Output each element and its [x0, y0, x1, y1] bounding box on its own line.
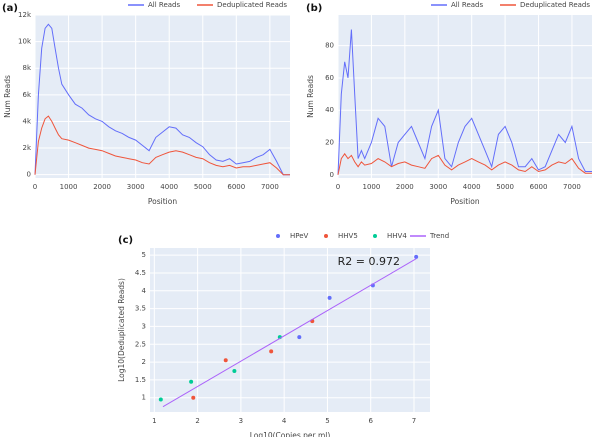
x-tick-label: 4000 [160, 183, 178, 191]
y-axis-title: Num Reads [306, 75, 315, 118]
legend-label: All Reads [148, 1, 180, 9]
x-axis-title: Log10(Copies per ml) [250, 431, 331, 437]
scatter-point [191, 395, 196, 400]
y-tick-label: 80 [325, 42, 334, 50]
x-tick-label: 7 [412, 417, 416, 425]
x-tick-label: 1000 [60, 183, 78, 191]
x-tick-label: 6000 [227, 183, 245, 191]
x-tick-label: 2 [195, 417, 199, 425]
x-tick-label: 4000 [463, 183, 481, 191]
series-line [162, 258, 417, 408]
series-line [337, 29, 592, 175]
y-tick-label: 20 [325, 138, 334, 146]
series-line [34, 115, 290, 176]
x-axis-title: Position [148, 197, 177, 206]
x-tick-label: 7000 [261, 183, 279, 191]
x-tick-label: 3000 [429, 183, 447, 191]
plot-area [35, 15, 290, 178]
legend-label: Deduplicated Reads [520, 1, 590, 9]
legend-swatch [324, 234, 328, 238]
x-tick-label: 0 [33, 183, 37, 191]
y-tick-label: 4k [22, 117, 31, 125]
legend-label: HPeV [290, 232, 309, 240]
y-tick-label: 4.5 [135, 269, 146, 277]
x-tick-label: 6000 [530, 183, 548, 191]
y-axis-title: Log10(Deduplicated Reads) [117, 278, 126, 382]
legend-label: Deduplicated Reads [217, 1, 287, 9]
x-tick-label: 3000 [127, 183, 145, 191]
scatter-point [223, 358, 228, 363]
series-line [34, 23, 290, 176]
legend-label: Trend [429, 232, 449, 240]
x-tick-label: 5000 [194, 183, 212, 191]
x-tick-label: 5000 [496, 183, 514, 191]
y-tick-label: 3 [142, 322, 146, 330]
x-axis-title: Position [450, 197, 479, 206]
y-tick-label: 60 [325, 74, 334, 82]
legend-swatch [276, 234, 280, 238]
y-tick-label: 1 [142, 394, 146, 402]
y-tick-label: 3.5 [135, 305, 146, 313]
panel-label: (a) [2, 3, 18, 14]
y-tick-label: 40 [325, 106, 334, 114]
scatter-point [189, 379, 194, 384]
x-tick-label: 3 [239, 417, 243, 425]
plot-area [338, 15, 592, 178]
y-tick-label: 4 [142, 287, 147, 295]
legend-label: All Reads [451, 1, 483, 9]
y-tick-label: 8k [22, 64, 31, 72]
y-tick-label: 2 [142, 358, 146, 366]
panel-label: (b) [306, 3, 322, 14]
y-tick-label: 10k [18, 38, 32, 46]
x-tick-label: 0 [336, 183, 340, 191]
y-axis-title: Num Reads [3, 75, 12, 118]
x-tick-label: 2000 [396, 183, 414, 191]
y-tick-label: 2k [22, 144, 31, 152]
legend-label: HHV4 [387, 232, 407, 240]
x-tick-label: 7000 [563, 183, 581, 191]
y-tick-label: 5 [142, 251, 146, 259]
y-tick-label: 0 [27, 171, 31, 179]
x-tick-label: 1 [152, 417, 156, 425]
panel-label: (c) [118, 235, 133, 246]
x-tick-label: 5 [325, 417, 329, 425]
scatter-point [414, 254, 419, 259]
scatter-point [232, 369, 237, 373]
series-line [337, 152, 592, 175]
x-tick-label: 2000 [93, 183, 111, 191]
y-tick-label: 1.5 [135, 376, 146, 384]
x-tick-label: 6 [368, 417, 373, 425]
legend-swatch [373, 234, 377, 238]
scatter-point [327, 295, 332, 300]
x-tick-label: 1000 [363, 183, 381, 191]
scatter-point [158, 397, 163, 402]
legend-label: HHV5 [338, 232, 358, 240]
scatter-point [297, 335, 302, 340]
annotation: R2 = 0.972 [338, 255, 400, 268]
plot-area [150, 248, 430, 412]
scatter-point [269, 349, 274, 354]
y-tick-label: 6k [22, 91, 31, 99]
y-tick-label: 0 [330, 171, 334, 179]
x-tick-label: 4 [282, 417, 287, 425]
y-tick-label: 2.5 [135, 340, 146, 348]
y-tick-label: 12k [18, 11, 32, 19]
